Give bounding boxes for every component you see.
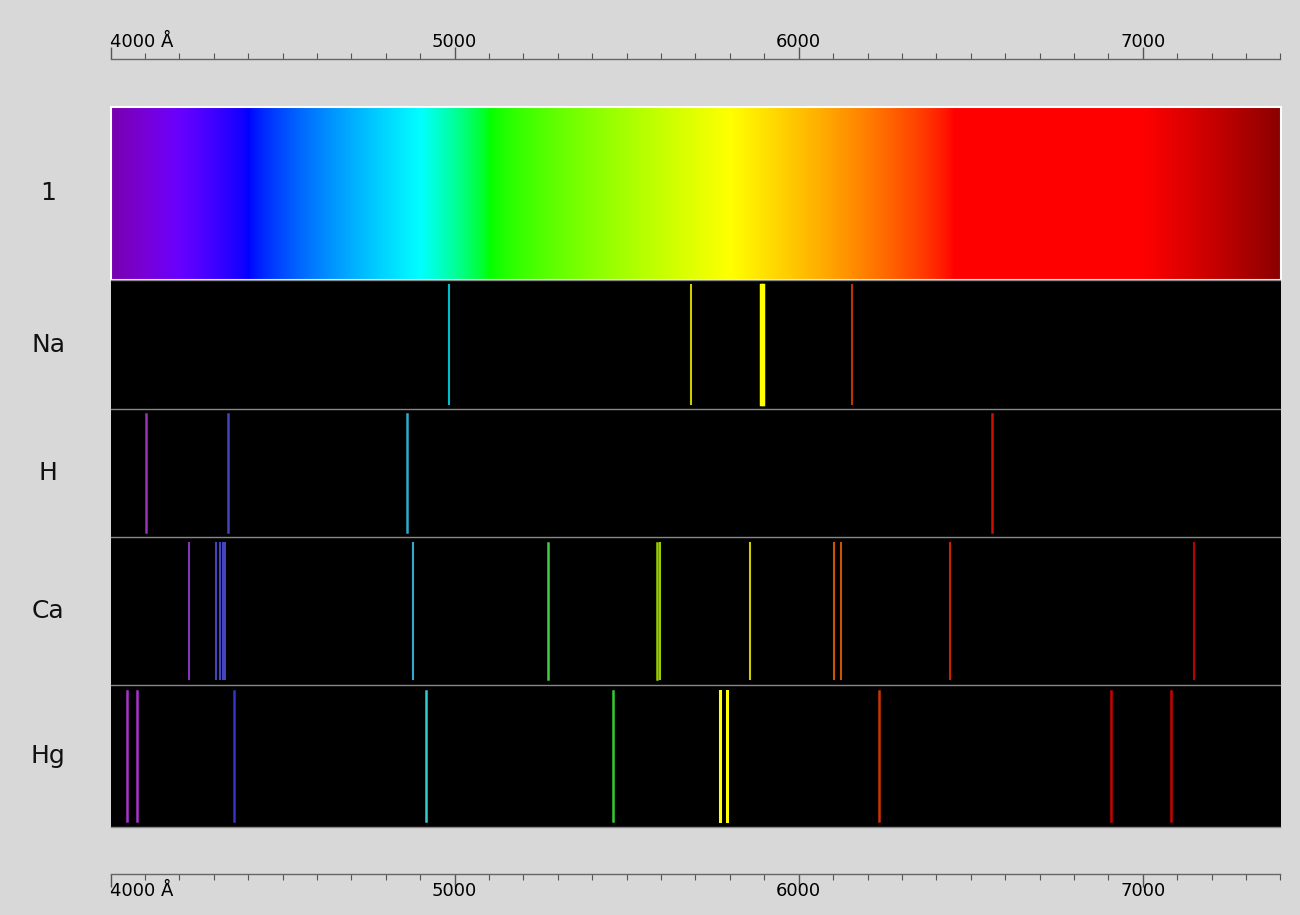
Text: 4000 Å: 4000 Å xyxy=(111,33,174,51)
Text: H: H xyxy=(39,461,57,485)
Text: 1: 1 xyxy=(40,181,56,206)
Text: Ca: Ca xyxy=(31,599,65,623)
Text: Na: Na xyxy=(31,332,65,357)
Text: 5000: 5000 xyxy=(432,882,477,900)
Text: 6000: 6000 xyxy=(776,882,822,900)
Text: 7000: 7000 xyxy=(1121,33,1166,51)
Text: Hg: Hg xyxy=(31,744,65,768)
Text: 4000 Å: 4000 Å xyxy=(111,882,174,900)
Text: 5000: 5000 xyxy=(432,33,477,51)
Text: 7000: 7000 xyxy=(1121,882,1166,900)
Text: 6000: 6000 xyxy=(776,33,822,51)
